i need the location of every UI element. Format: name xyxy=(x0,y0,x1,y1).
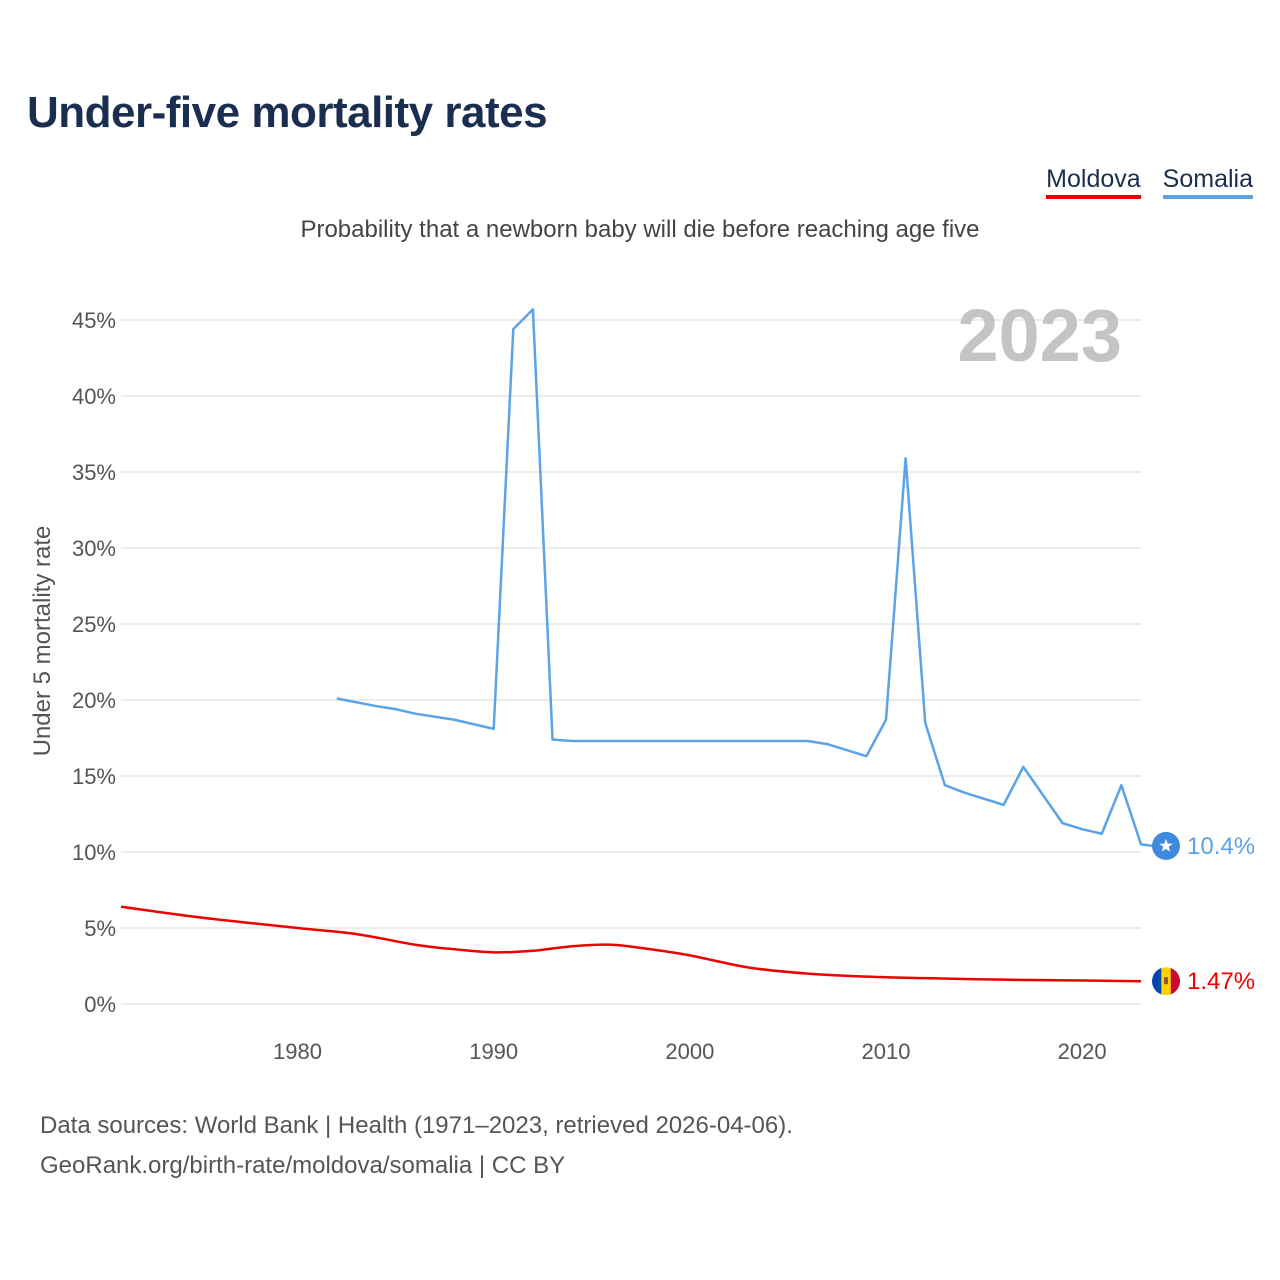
x-tick-label: 1980 xyxy=(273,1039,322,1064)
series-line-somalia[interactable] xyxy=(336,308,1153,848)
y-tick-label: 15% xyxy=(72,764,116,789)
chart-title: Under-five mortality rates xyxy=(27,88,548,137)
y-tick-label: 45% xyxy=(72,308,116,333)
y-axis-label: Under 5 mortality rate xyxy=(29,526,56,757)
y-tick-label: 20% xyxy=(72,688,116,713)
x-tick-label: 2020 xyxy=(1058,1039,1107,1064)
end-value-label-somalia: 10.4% xyxy=(1187,833,1255,860)
year-label: 2023 xyxy=(957,294,1122,377)
y-tick-label: 0% xyxy=(84,992,116,1017)
source-line-1: Data sources: World Bank | Health (1971–… xyxy=(40,1112,793,1139)
source-line-2[interactable]: GeoRank.org/birth-rate/moldova/somalia |… xyxy=(40,1152,566,1179)
legend-somalia[interactable]: Somalia xyxy=(1162,165,1253,199)
y-tick-label: 10% xyxy=(72,840,116,865)
chart-subtitle: Probability that a newborn baby will die… xyxy=(300,216,980,243)
x-tick-label: 2000 xyxy=(665,1039,714,1064)
series-line-moldova[interactable] xyxy=(120,905,1142,983)
source-note: Data sources: World Bank | Health (1971–… xyxy=(40,1106,793,1186)
y-tick-label: 40% xyxy=(72,384,116,409)
legend: Moldova Somalia xyxy=(1046,165,1253,199)
legend-moldova[interactable]: Moldova xyxy=(1046,165,1141,199)
y-tick-label: 5% xyxy=(84,916,116,941)
moldova-flag-icon xyxy=(1152,967,1180,996)
end-value-label-moldova: 1.47% xyxy=(1187,968,1255,995)
y-tick-label: 25% xyxy=(72,612,116,637)
x-tick-label: 2010 xyxy=(862,1039,911,1064)
x-tick-label: 1990 xyxy=(469,1039,518,1064)
y-tick-label: 35% xyxy=(72,460,116,485)
y-tick-label: 30% xyxy=(72,536,116,561)
somalia-flag-icon xyxy=(1152,831,1180,860)
